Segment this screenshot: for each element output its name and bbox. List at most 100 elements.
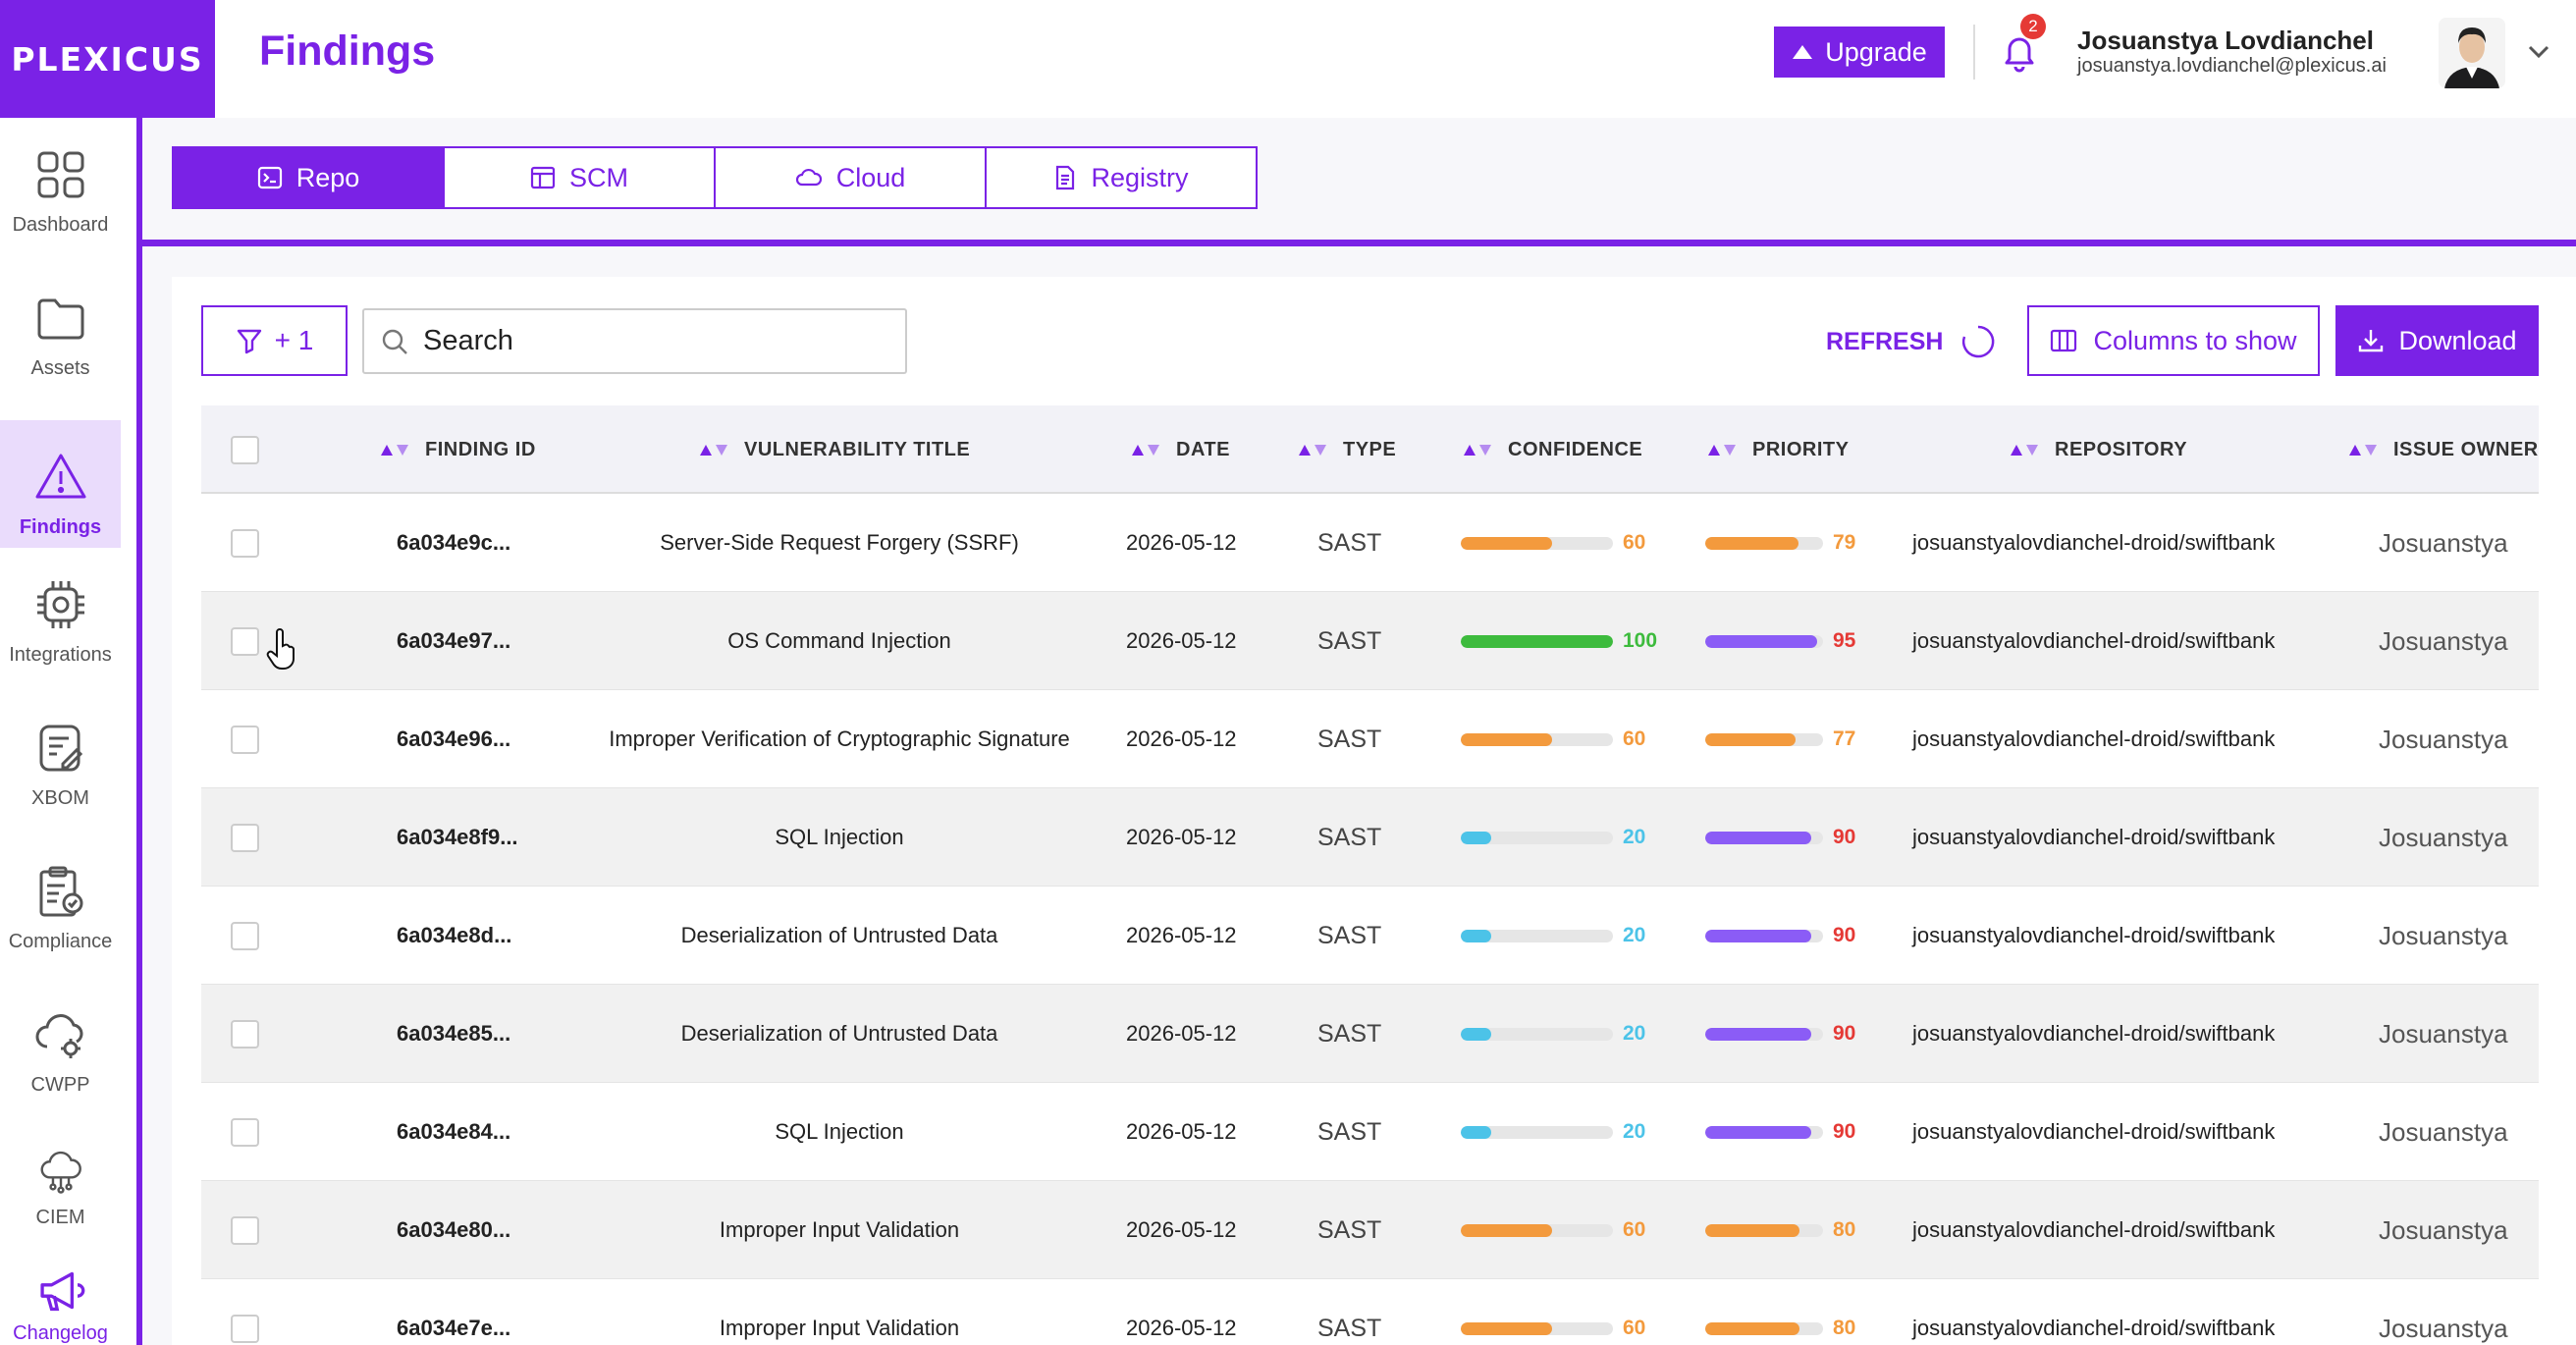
sort-icon[interactable]: [2346, 442, 2380, 457]
vulnerability-title[interactable]: SQL Injection: [775, 825, 904, 849]
refresh-button[interactable]: REFRESH: [1826, 320, 1996, 363]
column-header-finding-id[interactable]: FINDING ID: [378, 405, 536, 494]
tab-scm[interactable]: SCM: [443, 146, 716, 209]
repository-name[interactable]: josuanstyalovdianchel-droid/swiftbank: [1912, 1021, 2276, 1046]
column-header-vulnerability-title[interactable]: VULNERABILITY TITLE: [697, 405, 970, 494]
confidence-value: 20: [1623, 826, 1646, 848]
issue-owner[interactable]: Josuanstya: [2379, 1116, 2508, 1147]
repository-name[interactable]: josuanstyalovdianchel-droid/swiftbank: [1912, 1217, 2276, 1242]
avatar[interactable]: [2439, 18, 2505, 88]
sidebar-item-compliance[interactable]: Compliance: [0, 834, 121, 962]
row-checkbox[interactable]: [231, 1117, 259, 1147]
download-button[interactable]: Download: [2335, 305, 2539, 376]
table-row[interactable]: 6a034e8d... Deserialization of Untrusted …: [201, 887, 2539, 985]
column-header-type[interactable]: TYPE: [1296, 405, 1396, 494]
bell-icon[interactable]: [1998, 29, 2041, 73]
row-checkbox[interactable]: [231, 921, 259, 950]
finding-id[interactable]: 6a034e8f9...: [397, 825, 518, 849]
sidebar-item-changelog[interactable]: Changelog: [0, 1249, 121, 1345]
finding-id[interactable]: 6a034e80...: [397, 1217, 511, 1242]
row-checkbox[interactable]: [231, 528, 259, 558]
sort-icon[interactable]: [1296, 442, 1329, 457]
finding-id[interactable]: 6a034e7e...: [397, 1316, 511, 1340]
vulnerability-title[interactable]: OS Command Injection: [727, 628, 951, 653]
issue-owner[interactable]: Josuanstya: [2379, 527, 2508, 558]
table-row[interactable]: 6a034e84... SQL Injection 2026-05-12 SAST 20…: [201, 1083, 2539, 1181]
table-row[interactable]: 6a034e85... Deserialization of Untrusted …: [201, 985, 2539, 1083]
table-row[interactable]: 6a034e8f9... SQL Injection 2026-05-12 SAST 2…: [201, 788, 2539, 887]
column-header-date[interactable]: DATE: [1129, 405, 1230, 494]
finding-id[interactable]: 6a034e84...: [397, 1119, 511, 1144]
sort-icon[interactable]: [378, 442, 411, 457]
row-checkbox[interactable]: [231, 1019, 259, 1049]
column-header-confidence[interactable]: CONFIDENCE: [1461, 405, 1642, 494]
vulnerability-title[interactable]: Improper Verification of Cryptographic S…: [609, 726, 1070, 751]
finding-id[interactable]: 6a034e96...: [397, 726, 511, 751]
issue-owner[interactable]: Josuanstya: [2379, 1018, 2508, 1049]
finding-date: 2026-05-12: [1126, 1119, 1237, 1144]
finding-id[interactable]: 6a034e97...: [397, 628, 511, 653]
sidebar-item-integrations[interactable]: Integrations: [0, 548, 121, 675]
tab-registry[interactable]: Registry: [985, 146, 1258, 209]
sort-icon[interactable]: [1705, 442, 1739, 457]
row-checkbox[interactable]: [231, 823, 259, 852]
table-row[interactable]: 6a034e96... Improper Verification of Cryp…: [201, 690, 2539, 788]
repository-name[interactable]: josuanstyalovdianchel-droid/swiftbank: [1912, 530, 2276, 555]
chevron-down-icon[interactable]: [2524, 39, 2553, 63]
table-row[interactable]: 6a034e97... OS Command Injection 2026-05-1…: [201, 592, 2539, 690]
sort-icon[interactable]: [2008, 442, 2041, 457]
repository-name[interactable]: josuanstyalovdianchel-droid/swiftbank: [1912, 825, 2276, 849]
vulnerability-title[interactable]: SQL Injection: [775, 1119, 904, 1144]
sidebar-item-cwpp[interactable]: CWPP: [0, 978, 121, 1105]
finding-id[interactable]: 6a034e8d...: [397, 923, 512, 947]
issue-owner[interactable]: Josuanstya: [2379, 1313, 2508, 1343]
sidebar-item-findings[interactable]: Findings: [0, 420, 121, 548]
issue-owner[interactable]: Josuanstya: [2379, 1214, 2508, 1245]
vulnerability-title[interactable]: Improper Input Validation: [719, 1217, 960, 1242]
sidebar-item-assets[interactable]: Assets: [0, 261, 121, 389]
finding-type: SAST: [1317, 1314, 1382, 1342]
filter-button[interactable]: + 1: [201, 305, 348, 376]
select-all-checkbox[interactable]: [231, 435, 259, 464]
vulnerability-title[interactable]: Improper Input Validation: [719, 1316, 960, 1340]
issue-owner[interactable]: Josuanstya: [2379, 625, 2508, 656]
finding-id[interactable]: 6a034e85...: [397, 1021, 511, 1046]
sort-icon[interactable]: [697, 442, 730, 457]
issue-owner[interactable]: Josuanstya: [2379, 724, 2508, 754]
vulnerability-title[interactable]: Deserialization of Untrusted Data: [680, 1021, 998, 1046]
download-icon: [2359, 330, 2384, 352]
issue-owner[interactable]: Josuanstya: [2379, 822, 2508, 852]
row-checkbox[interactable]: [231, 1314, 259, 1343]
column-header-priority[interactable]: PRIORITY: [1705, 405, 1849, 494]
repository-name[interactable]: josuanstyalovdianchel-droid/swiftbank: [1912, 726, 2276, 751]
table-row[interactable]: 6a034e9c... Server-Side Request Forgery (…: [201, 494, 2539, 592]
vulnerability-title[interactable]: Server-Side Request Forgery (SSRF): [660, 530, 1019, 555]
column-header-issue-owner[interactable]: ISSUE OWNER: [2346, 405, 2539, 494]
columns-to-show-button[interactable]: Columns to show: [2027, 305, 2320, 376]
column-header-repository[interactable]: REPOSITORY: [2008, 405, 2187, 494]
row-checkbox[interactable]: [231, 1215, 259, 1245]
sidebar-item-dashboard[interactable]: Dashboard: [0, 118, 121, 245]
repository-name[interactable]: josuanstyalovdianchel-droid/swiftbank: [1912, 1316, 2276, 1340]
tab-cloud[interactable]: Cloud: [714, 146, 987, 209]
tab-repo[interactable]: Repo: [172, 146, 445, 209]
issue-owner[interactable]: Josuanstya: [2379, 920, 2508, 950]
sort-icon[interactable]: [1461, 442, 1494, 457]
sidebar-item-xbom[interactable]: XBOM: [0, 691, 121, 819]
table-row[interactable]: 6a034e7e... Improper Input Validation 2026…: [201, 1279, 2539, 1345]
search-box[interactable]: [362, 308, 907, 374]
repository-name[interactable]: josuanstyalovdianchel-droid/swiftbank: [1912, 1119, 2276, 1144]
repository-name[interactable]: josuanstyalovdianchel-droid/swiftbank: [1912, 628, 2276, 653]
vulnerability-title[interactable]: Deserialization of Untrusted Data: [680, 923, 998, 947]
table-row[interactable]: 6a034e80... Improper Input Validation 2026…: [201, 1181, 2539, 1279]
row-checkbox[interactable]: [231, 725, 259, 754]
sort-icon[interactable]: [1129, 442, 1162, 457]
sidebar-item-ciem[interactable]: CIEM: [0, 1121, 121, 1229]
finding-id[interactable]: 6a034e9c...: [397, 530, 511, 555]
upgrade-button[interactable]: Upgrade: [1774, 27, 1945, 78]
row-checkbox[interactable]: [231, 626, 259, 656]
repository-name[interactable]: josuanstyalovdianchel-droid/swiftbank: [1912, 923, 2276, 947]
plexicus-logo[interactable]: PLEXICUS: [0, 0, 215, 118]
confidence-fill: [1461, 929, 1491, 942]
search-input[interactable]: [423, 325, 875, 357]
